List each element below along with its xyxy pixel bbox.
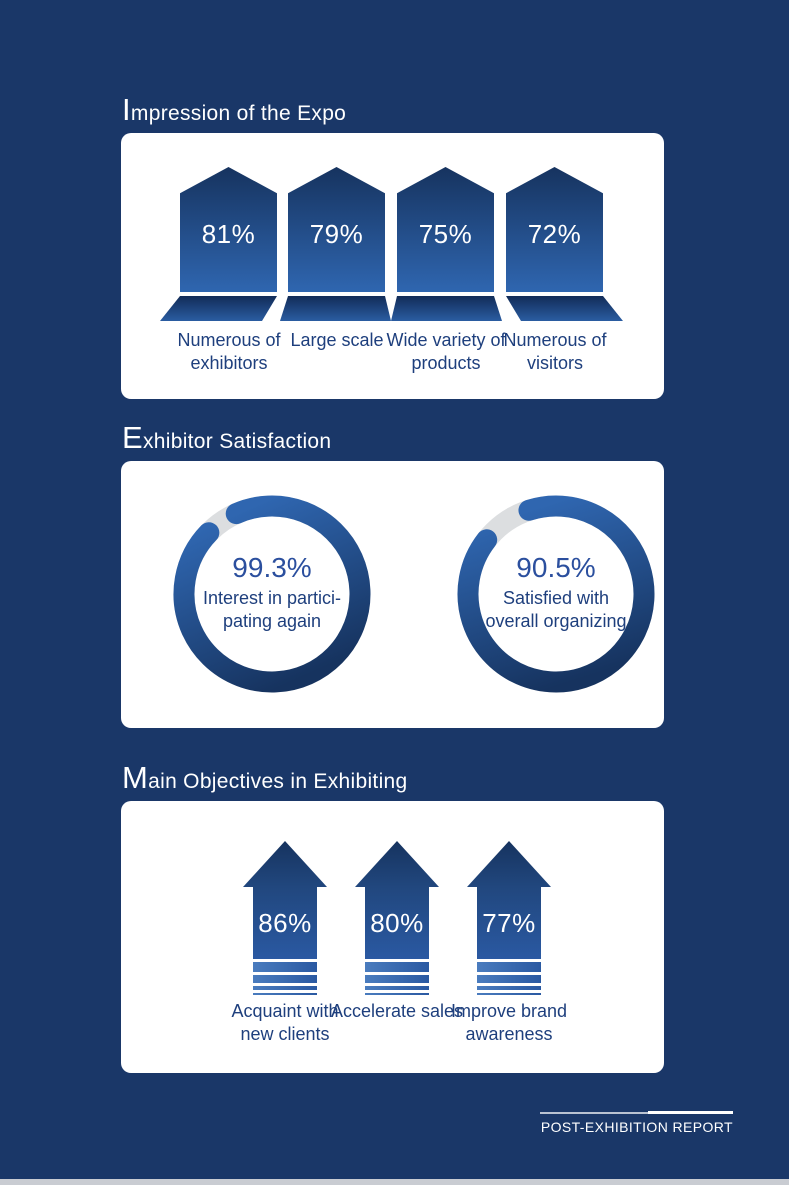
stat-label-line2: products bbox=[411, 353, 481, 373]
arrow-stat-brand-awareness: 77% Improve brand awareness bbox=[424, 801, 594, 1073]
arrow-shaft: 86% bbox=[253, 887, 317, 959]
stat-value: 75% bbox=[418, 219, 473, 249]
arrow-stripe bbox=[365, 986, 429, 990]
arrow-stripe bbox=[253, 975, 317, 983]
arrow-stripe bbox=[253, 986, 317, 990]
stat-value: 72% bbox=[527, 219, 582, 249]
house-stat-exhibitors: 81% Numerous of exhibitors bbox=[154, 133, 304, 399]
page-bottom-edge bbox=[0, 1179, 789, 1185]
arrow-stripe bbox=[477, 975, 541, 983]
stat-label: Large scale bbox=[262, 329, 412, 352]
title-drop-cap: E bbox=[122, 420, 143, 455]
stat-value: 86% bbox=[258, 907, 312, 938]
stat-label-line1: Large scale bbox=[290, 330, 384, 350]
title-text: mpression of the Expo bbox=[130, 102, 347, 125]
donut-arc bbox=[173, 495, 371, 693]
arrow-head bbox=[467, 841, 551, 887]
donut-label: Interest in partici- pating again bbox=[172, 587, 372, 633]
arrow-stat-accelerate-sales: 80% Accelerate sales bbox=[312, 801, 482, 1073]
stat-label-line2: exhibitors bbox=[190, 353, 268, 373]
stat-label: Numerous of visitors bbox=[480, 329, 630, 375]
donut-label-line1: Satisfied with bbox=[502, 588, 610, 608]
donut-center-text: 90.5% Satisfied with overall organizing bbox=[456, 551, 656, 633]
stat-label: Acquaint with new clients bbox=[200, 1000, 370, 1046]
stat-label-line1: Acquaint with bbox=[231, 1001, 339, 1021]
donut-value: 90.5% bbox=[516, 552, 596, 583]
house-base-shadow bbox=[506, 296, 623, 321]
stat-label: Wide variety of products bbox=[371, 329, 521, 375]
stat-label-line1: Numerous of bbox=[177, 330, 281, 350]
donut-arc bbox=[457, 495, 655, 693]
house-shape: 79% bbox=[288, 167, 385, 292]
section-title-satisfaction: Exhibitor Satisfaction bbox=[122, 422, 331, 458]
stat-label: Accelerate sales bbox=[312, 1000, 482, 1023]
stat-label-line1: Accelerate sales bbox=[330, 1001, 464, 1021]
stat-label-line1: Wide variety of bbox=[386, 330, 506, 350]
arrow-stripe bbox=[253, 993, 317, 995]
donut-label: Satisfied with overall organizing bbox=[456, 587, 656, 633]
donut-value: 99.3% bbox=[232, 552, 312, 583]
donut-label-line2: overall organizing bbox=[485, 611, 627, 631]
donut-center-text: 99.3% Interest in partici- pating again bbox=[172, 551, 372, 633]
arrow-stat-new-clients: 86% Acquaint with new clients bbox=[200, 801, 370, 1073]
house-base-shadow bbox=[280, 296, 391, 321]
stat-value: 77% bbox=[482, 907, 536, 938]
arrow-stripe bbox=[477, 962, 541, 972]
stat-value: 81% bbox=[201, 219, 256, 249]
donut-participate-again: 99.3% Interest in partici- pating again bbox=[172, 461, 372, 728]
title-drop-cap: M bbox=[122, 760, 149, 795]
arrow-stripe bbox=[253, 962, 317, 972]
stat-label-line2: new clients bbox=[240, 1024, 330, 1044]
house-shape: 75% bbox=[397, 167, 494, 292]
house-stat-large-scale: 79% Large scale bbox=[262, 133, 412, 399]
section-title-objectives: Main Objectives in Exhibiting bbox=[122, 762, 408, 798]
stat-label-line1: Improve brand bbox=[450, 1001, 568, 1021]
house-shape: 72% bbox=[506, 167, 603, 292]
stat-label-line2: awareness bbox=[465, 1024, 553, 1044]
arrow-stripe bbox=[365, 993, 429, 995]
donut-overall-organizing: 90.5% Satisfied with overall organizing bbox=[456, 461, 656, 728]
donut-chart bbox=[173, 495, 371, 693]
stat-label-line1: Numerous of bbox=[503, 330, 607, 350]
arrow-stripe bbox=[477, 986, 541, 990]
donut-chart bbox=[457, 495, 655, 693]
house-base-shadow bbox=[160, 296, 277, 321]
footer-rule-thin bbox=[540, 1112, 648, 1114]
satisfaction-card: 99.3% Interest in partici- pating again bbox=[121, 461, 664, 728]
footer-rule-thick bbox=[648, 1111, 733, 1114]
footer-label: POST-EXHIBITION REPORT bbox=[540, 1119, 733, 1135]
house-shape: 81% bbox=[180, 167, 277, 292]
arrow-stripe bbox=[477, 993, 541, 995]
house-base-shadow bbox=[391, 296, 502, 321]
title-text: ain Objectives in Exhibiting bbox=[148, 770, 408, 793]
house-stat-visitors: 72% Numerous of visitors bbox=[480, 133, 630, 399]
donut-label-line2: pating again bbox=[222, 611, 322, 631]
arrow-shaft: 80% bbox=[365, 887, 429, 959]
arrow-stripe bbox=[365, 975, 429, 983]
stat-label: Improve brand awareness bbox=[424, 1000, 594, 1046]
stat-label: Numerous of exhibitors bbox=[154, 329, 304, 375]
house-stat-variety: 75% Wide variety of products bbox=[371, 133, 521, 399]
stat-value: 79% bbox=[309, 219, 364, 249]
arrow-stripe bbox=[365, 962, 429, 972]
section-title-impression: Impression of the Expo bbox=[122, 94, 346, 130]
arrow-shaft: 77% bbox=[477, 887, 541, 959]
stat-label-line2: visitors bbox=[526, 353, 583, 373]
donut-label-line1: Interest in partici- bbox=[202, 588, 342, 608]
title-text: xhibitor Satisfaction bbox=[142, 430, 332, 453]
title-drop-cap: I bbox=[122, 92, 131, 127]
impression-card: 81% Numerous of exhibitors 79% Large sca… bbox=[121, 133, 664, 399]
stat-value: 80% bbox=[370, 907, 424, 938]
objectives-card: 86% Acquaint with new clients 80% Accele… bbox=[121, 801, 664, 1073]
